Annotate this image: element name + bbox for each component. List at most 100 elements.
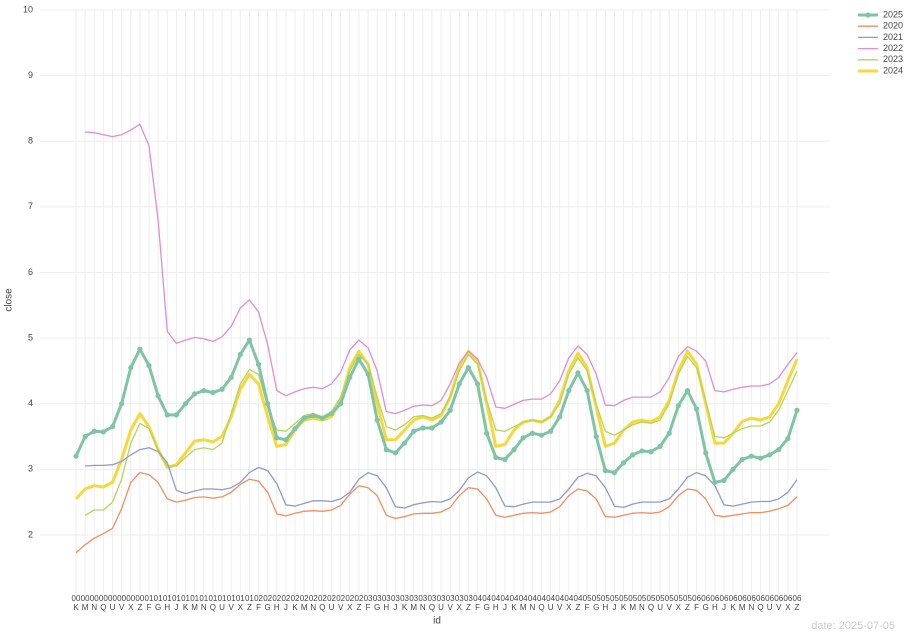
x-tick-label: U <box>657 603 663 612</box>
x-tick-label: U <box>219 603 225 612</box>
x-tick-label: Z <box>247 603 252 612</box>
series-line <box>84 353 798 516</box>
series-marker <box>785 435 791 442</box>
series-marker <box>201 387 207 394</box>
x-tick-label: J <box>722 603 726 612</box>
y-tick-label: 9 <box>28 70 33 80</box>
x-tick-label: 04 <box>528 594 537 603</box>
y-tick-label: 4 <box>28 398 33 408</box>
series-marker <box>392 450 399 456</box>
x-tick-label: Z <box>795 603 800 612</box>
series-marker <box>328 410 335 417</box>
x-tick-label: 02 <box>263 594 272 603</box>
x-tick-label: M <box>82 603 89 612</box>
y-tick-label: 3 <box>28 464 33 474</box>
x-tick-label: V <box>338 603 344 612</box>
series-marker <box>365 371 371 377</box>
x-tick-label: N <box>91 603 97 612</box>
series-marker <box>310 412 316 419</box>
series-marker <box>347 374 353 381</box>
x-tick-label: 03 <box>437 594 446 603</box>
x-tick-label: K <box>730 603 736 612</box>
series-marker <box>666 430 672 436</box>
x-tick-label: 02 <box>272 594 281 603</box>
x-tick-label: X <box>347 603 353 612</box>
series-line <box>85 447 798 509</box>
series-marker <box>146 363 152 369</box>
x-tick-label: 05 <box>619 594 628 603</box>
x-tick-label: 00 <box>117 594 126 603</box>
series-marker <box>648 449 654 455</box>
x-tick-label: 04 <box>537 594 546 603</box>
y-tick-label: 6 <box>28 267 33 277</box>
x-tick-label: Q <box>319 603 325 612</box>
x-tick-label: V <box>776 603 782 612</box>
series-marker <box>721 477 727 484</box>
x-tick-label: 02 <box>254 594 263 603</box>
x-tick-label: 00 <box>126 594 135 603</box>
series-marker <box>739 456 745 463</box>
x-tick-label: 03 <box>455 594 464 603</box>
series-marker <box>529 430 535 436</box>
series-marker <box>155 393 161 399</box>
x-tick-label: 00 <box>108 594 117 603</box>
x-tick-label: U <box>110 603 116 612</box>
x-tick-label: K <box>402 603 408 612</box>
series-marker <box>100 429 106 435</box>
x-tick-label: 06 <box>701 594 710 603</box>
series-marker <box>338 401 344 407</box>
series-line <box>74 338 799 484</box>
x-tick-label: 01 <box>163 594 172 603</box>
x-tick-label: 06 <box>756 594 765 603</box>
series-marker <box>429 425 435 431</box>
x-tick-label: 04 <box>574 594 583 603</box>
series-line <box>75 471 798 554</box>
x-tick-label: 01 <box>172 594 181 603</box>
series-marker <box>493 454 499 461</box>
series-marker <box>757 455 764 461</box>
x-tick-label: J <box>503 603 507 612</box>
x-tick-label: G <box>374 603 380 612</box>
x-tick-label: 01 <box>181 594 190 603</box>
series-marker <box>456 381 462 387</box>
legend-label: 2024 <box>883 65 903 75</box>
x-tick-label: 01 <box>236 594 245 603</box>
x-tick-label: 06 <box>692 594 701 603</box>
series-marker <box>356 356 362 362</box>
series-marker <box>465 365 472 371</box>
x-tick-label: 03 <box>464 594 473 603</box>
series-marker <box>630 452 636 458</box>
x-tick-label: F <box>366 603 371 612</box>
x-tick-label: M <box>410 603 417 612</box>
series-marker <box>237 351 243 358</box>
x-tick-label: M <box>301 603 308 612</box>
x-tick-label: K <box>621 603 627 612</box>
x-tick-label: 06 <box>774 594 783 603</box>
x-tick-label: 01 <box>154 594 163 603</box>
series-marker <box>794 407 800 413</box>
x-tick-label: 02 <box>281 594 290 603</box>
x-tick-label: X <box>676 603 682 612</box>
x-tick-label: M <box>191 603 198 612</box>
x-tick-label: 04 <box>491 594 500 603</box>
legend-label: 2023 <box>883 54 903 64</box>
series-marker <box>703 450 709 456</box>
series-marker <box>319 415 326 421</box>
x-tick-label: F <box>585 603 590 612</box>
series-marker <box>502 456 508 463</box>
x-tick-label: 04 <box>510 594 519 603</box>
x-tick-label: 00 <box>72 594 81 603</box>
x-tick-label: K <box>73 603 79 612</box>
x-tick-label: X <box>238 603 244 612</box>
series-marker <box>547 428 554 434</box>
x-tick-label: K <box>292 603 298 612</box>
legend-label: 2022 <box>883 43 903 53</box>
series-marker <box>109 424 116 430</box>
series-marker <box>91 428 97 434</box>
x-tick-label: 03 <box>373 594 382 603</box>
x-tick-label: 06 <box>783 594 792 603</box>
x-tick-label: 06 <box>747 594 756 603</box>
x-tick-label: 06 <box>729 594 738 603</box>
x-tick-label: H <box>493 603 499 612</box>
